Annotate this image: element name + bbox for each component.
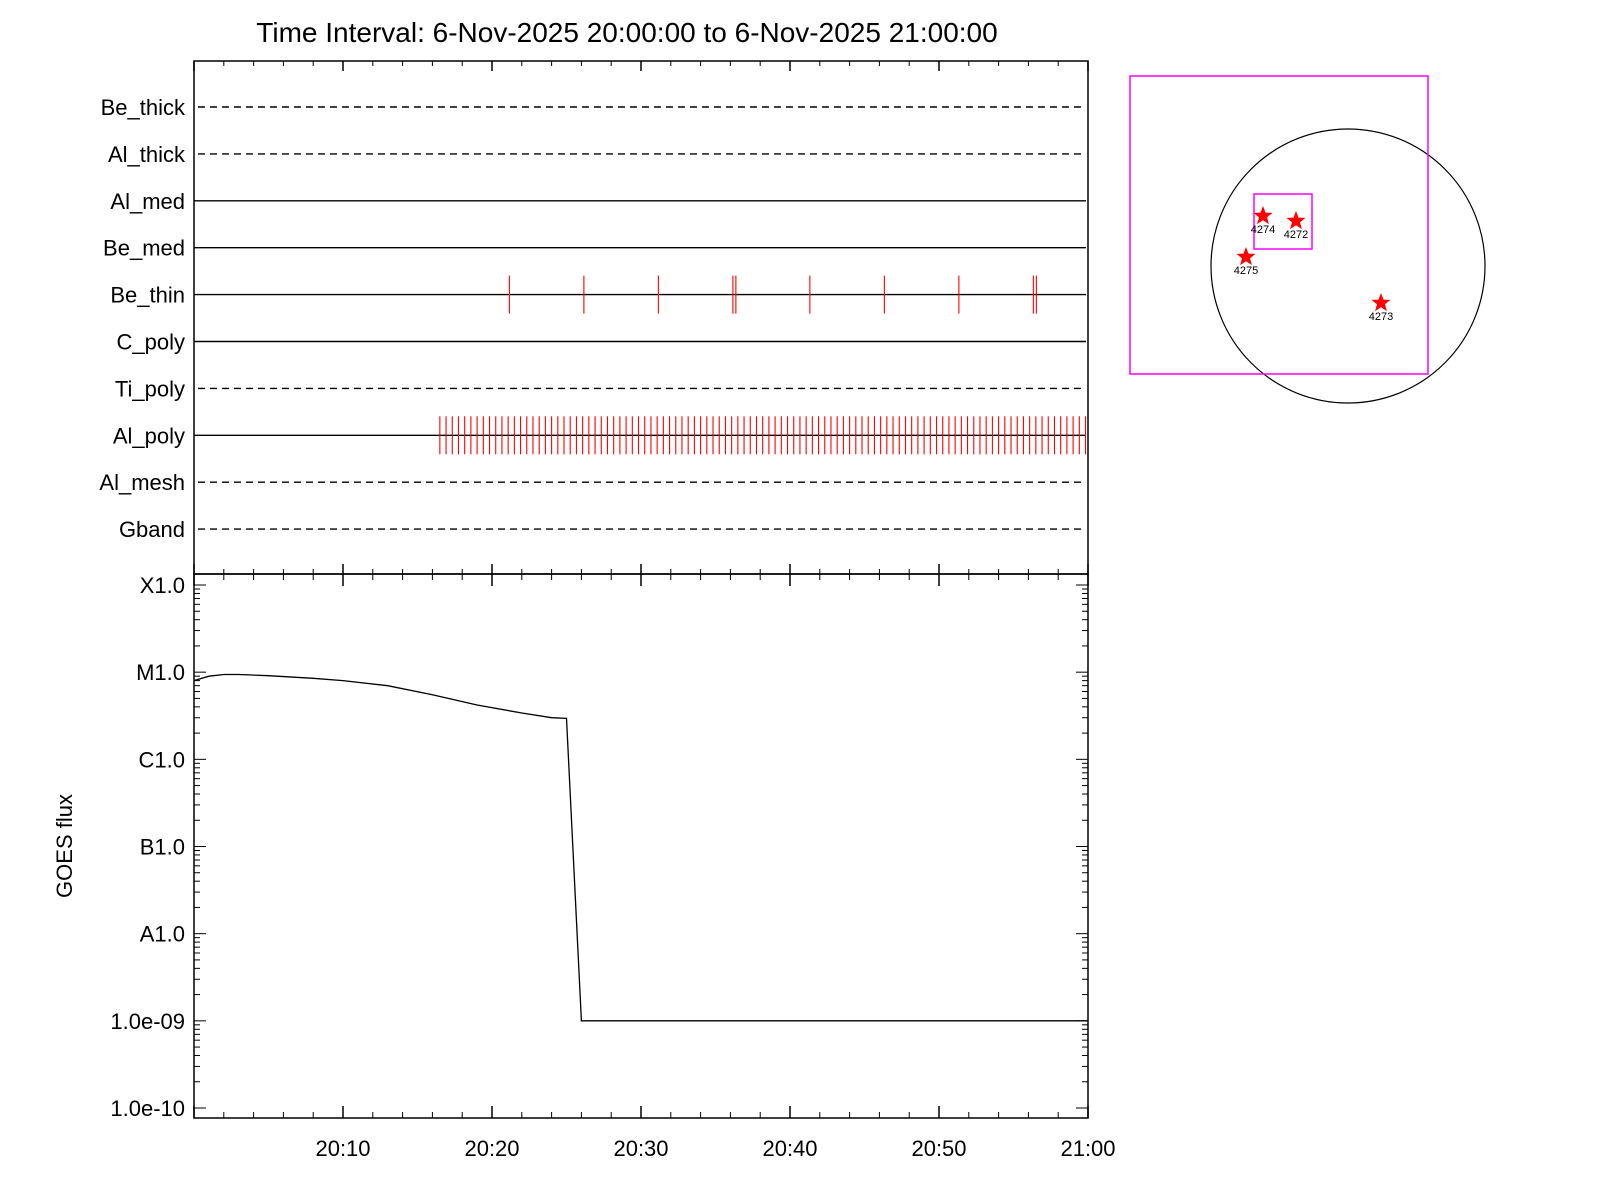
goes-flux-panel-frame [193,573,1089,1119]
active-region-markers: 4274 4272 4275 4273 [1234,206,1393,323]
active-region-label: 4275 [1234,265,1258,277]
active-region-label: 4272 [1284,229,1308,241]
y-tick-label: M1.0 [136,660,185,685]
y-tick-label: 1.0e-09 [110,1009,185,1034]
state-label: Al_mesh [99,470,185,495]
y-tick-label: B1.0 [140,835,185,860]
x-tick-label: 20:20 [464,1136,519,1161]
y-tick-label: C1.0 [139,747,185,772]
active-region-star [1253,206,1273,225]
x-tick-label: 20:30 [613,1136,668,1161]
attenuator-panel: Be_thick Al_thick Al_med Be_med Be_thin C_pol… [99,60,1089,575]
state-label: Be_thin [110,283,185,308]
x-tick-label: 20:10 [315,1136,370,1161]
x-tick-label: 20:50 [911,1136,966,1161]
goes-flux-xtick-labels: 20:10 20:20 20:30 20:40 20:50 21:00 [315,1136,1115,1161]
attenuator-panel-frame [193,60,1089,575]
state-label: Gband [119,517,185,542]
goes-flux-panel: X1.0 M1.0 C1.0 B1.0 A1.0 1.0e-09 1.0e-10 20:10… [52,573,1116,1161]
state-label: Al_med [110,189,185,214]
field-of-view-box [1129,75,1429,375]
active-region-star [1286,211,1306,230]
x-tick-label: 21:00 [1060,1136,1115,1161]
state-label: Be_med [103,236,185,261]
active-region-label: 4274 [1251,224,1275,236]
solar-context-map: 4274 4272 4275 4273 [1129,75,1486,404]
attenuator-time-ticks [193,61,1089,574]
goes-flux-ticks [193,574,1089,1118]
goes-flux-series-line [193,673,1088,1022]
active-region-label: 4273 [1369,311,1393,323]
y-tick-label: A1.0 [140,922,185,947]
attenuator-event-marks [439,275,1087,455]
state-label: Al_poly [113,423,185,448]
state-label: C_poly [117,330,185,355]
attenuator-state-lines: Be_thick Al_thick Al_med Be_med Be_thin C_pol… [99,95,1086,542]
active-region-star [1371,293,1391,312]
state-label: Be_thick [101,95,186,120]
solar-disk [1210,128,1486,404]
imaging-subregion-box [1253,193,1313,250]
y-tick-label: X1.0 [140,573,185,598]
x-tick-label: 20:40 [762,1136,817,1161]
active-region-star [1236,247,1256,266]
goes-flux-ytick-labels: X1.0 M1.0 C1.0 B1.0 A1.0 1.0e-09 1.0e-10 [110,573,185,1121]
state-label: Ti_poly [115,376,185,401]
chart-title: Time Interval: 6-Nov-2025 20:00:00 to 6-… [256,17,997,48]
goes-flux-ylabel: GOES flux [52,794,77,898]
y-tick-label: 1.0e-10 [110,1096,185,1121]
state-label: Al_thick [108,142,186,167]
